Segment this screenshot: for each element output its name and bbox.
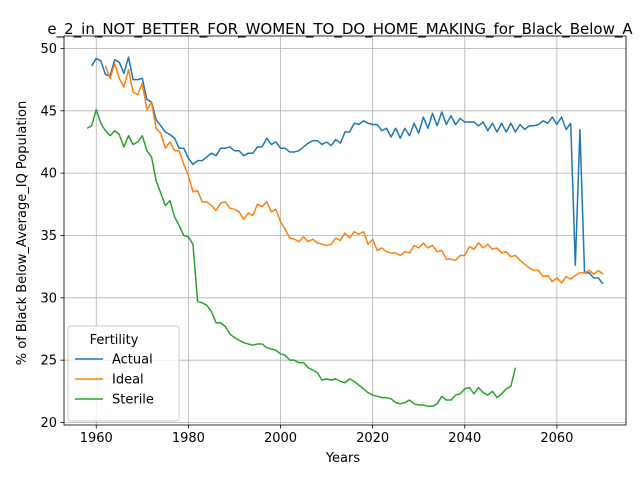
y-tick-label: 35 [40, 229, 57, 244]
x-tick-label: 2000 [264, 431, 297, 446]
axis-ticks: 1960 1980 2000 2020 2040 2060 20 25 30 35 40 45 50 [40, 42, 573, 446]
legend-label-sterile: Sterile [112, 393, 154, 408]
x-tick-label: 1980 [172, 431, 205, 446]
legend-entries: Actual Ideal Sterile [75, 353, 154, 408]
series-lines [86, 56, 604, 408]
x-tick-label: 2040 [448, 431, 481, 446]
series-line-actual [91, 56, 604, 285]
legend: Fertility Actual Ideal Sterile [67, 325, 180, 422]
x-axis-label: Years [325, 451, 361, 466]
y-tick-label: 50 [40, 42, 57, 57]
x-tick-label: 1960 [80, 431, 113, 446]
series-line-sterile [86, 108, 517, 408]
chart-title: e_2_in_NOT_BETTER_FOR_WOMEN_TO_DO_HOME_M… [47, 20, 633, 39]
legend-box [67, 325, 180, 422]
y-tick-label: 40 [40, 167, 57, 182]
grid-lines [64, 36, 626, 425]
plot-frame [63, 35, 627, 426]
x-tick-label: 2060 [540, 431, 573, 446]
y-axis-label: % of Black Below_Average_IQ Population [15, 101, 30, 365]
y-tick-label: 25 [40, 354, 57, 369]
legend-label-ideal: Ideal [112, 373, 144, 388]
x-tick-label: 2020 [356, 431, 389, 446]
y-tick-label: 45 [40, 104, 57, 119]
series-line-ideal [104, 62, 604, 284]
legend-label-actual: Actual [112, 353, 153, 368]
y-tick-label: 20 [40, 416, 57, 431]
legend-title: Fertility [90, 333, 139, 348]
y-tick-label: 30 [40, 291, 57, 306]
